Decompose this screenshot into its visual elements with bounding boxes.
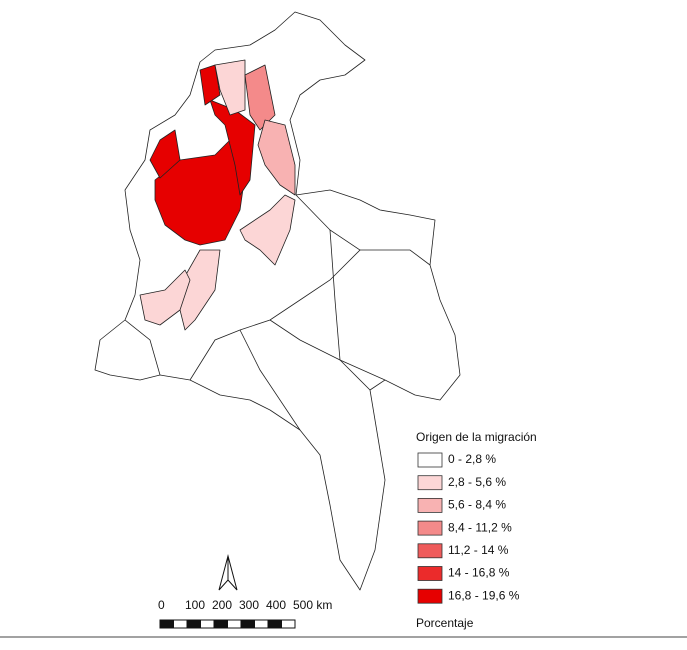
legend-label: 14 - 16,8 % bbox=[448, 566, 510, 580]
scale-label: 200 bbox=[212, 598, 232, 612]
scale-segment bbox=[267, 619, 282, 629]
department bbox=[214, 59, 246, 116]
department bbox=[179, 249, 221, 331]
department-border bbox=[269, 319, 386, 381]
department-border bbox=[124, 319, 161, 376]
legend-footer: Porcentaje bbox=[416, 616, 474, 630]
scale-segment bbox=[186, 619, 201, 629]
department bbox=[257, 119, 296, 196]
scale-segment bbox=[159, 619, 174, 629]
department-border bbox=[189, 194, 361, 381]
scale-label: 300 bbox=[239, 598, 259, 612]
department bbox=[149, 129, 181, 179]
legend-swatch bbox=[417, 452, 443, 468]
legend-title: Origen de la migración bbox=[416, 430, 537, 444]
legend: Origen de la migración Porcentaje 0 - 2,… bbox=[416, 430, 537, 630]
department bbox=[209, 99, 256, 196]
scale-bar: 0 100 200 300 400 500 km bbox=[158, 598, 332, 629]
legend-swatch bbox=[417, 588, 443, 604]
department bbox=[139, 269, 191, 326]
legend-label: 5,6 - 8,4 % bbox=[448, 498, 506, 512]
scale-label: 100 bbox=[185, 598, 205, 612]
scale-segment bbox=[173, 619, 188, 629]
legend-swatch bbox=[417, 475, 443, 491]
legend-label: 2,8 - 5,6 % bbox=[448, 475, 506, 489]
department bbox=[154, 139, 246, 246]
scale-label: 500 km bbox=[293, 598, 332, 612]
department bbox=[199, 64, 221, 106]
legend-label: 16,8 - 19,6 % bbox=[448, 588, 520, 602]
country-outline bbox=[94, 11, 461, 591]
north-arrow bbox=[218, 554, 238, 591]
legend-swatch bbox=[417, 497, 443, 513]
legend-label: 8,4 - 11,2 % bbox=[448, 520, 512, 534]
scale-segment bbox=[200, 619, 215, 629]
legend-label: 11,2 - 14 % bbox=[448, 543, 509, 557]
scale-label: 400 bbox=[266, 598, 286, 612]
department-border bbox=[329, 229, 371, 391]
department-border bbox=[239, 329, 301, 431]
department bbox=[239, 194, 296, 266]
legend-label: 0 - 2,8 % bbox=[448, 452, 496, 466]
scale-label: 0 bbox=[158, 598, 165, 612]
map bbox=[94, 11, 461, 591]
scale-segment bbox=[254, 619, 269, 629]
scale-segment bbox=[281, 619, 296, 629]
scale-segment bbox=[213, 619, 228, 629]
scale-segment bbox=[227, 619, 242, 629]
scale-segment bbox=[240, 619, 255, 629]
department-border bbox=[360, 249, 431, 266]
legend-swatch bbox=[417, 520, 443, 536]
legend-swatch bbox=[417, 566, 443, 581]
legend-swatch bbox=[417, 543, 443, 559]
